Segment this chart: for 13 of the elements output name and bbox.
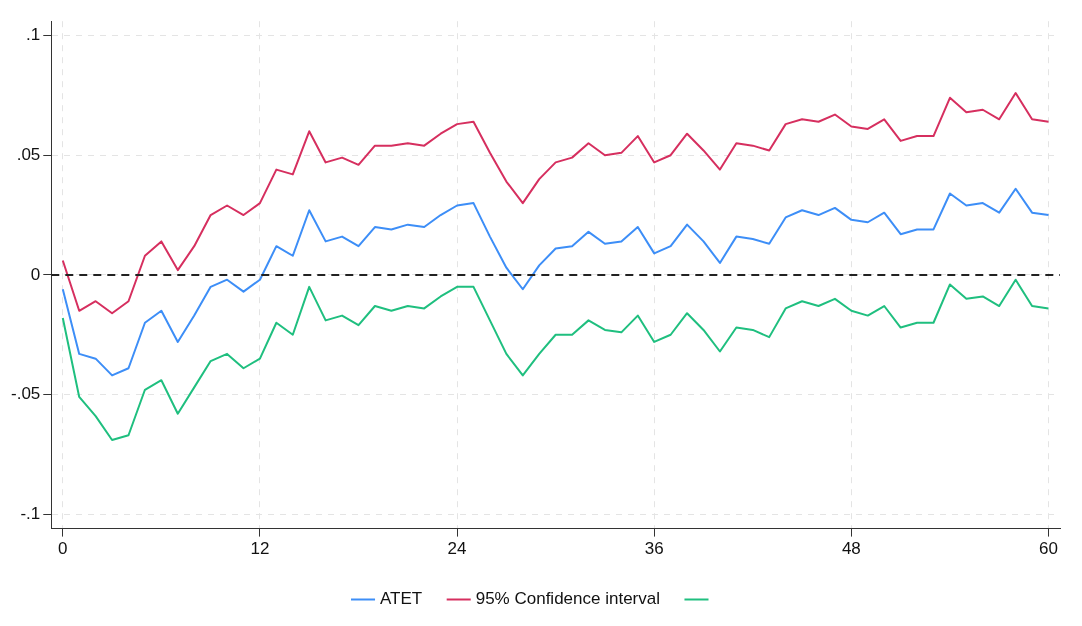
- x-tick-label: 60: [1039, 539, 1058, 559]
- y-tick-label: -.1: [20, 503, 41, 523]
- x-tick-label: 12: [250, 539, 270, 559]
- legend-label: ATET: [380, 589, 423, 609]
- x-tick-label: 0: [58, 539, 68, 559]
- x-tick-label: 24: [447, 539, 467, 559]
- y-tick-label: .05: [16, 144, 41, 164]
- x-tick-label: 48: [841, 539, 861, 559]
- y-tick-label: 0: [30, 264, 41, 284]
- x-tick-label: 36: [644, 539, 664, 559]
- y-tick-label: -.05: [11, 384, 41, 404]
- y-tick-label: .1: [26, 25, 41, 45]
- legend-label: 95% Confidence interval: [475, 589, 660, 609]
